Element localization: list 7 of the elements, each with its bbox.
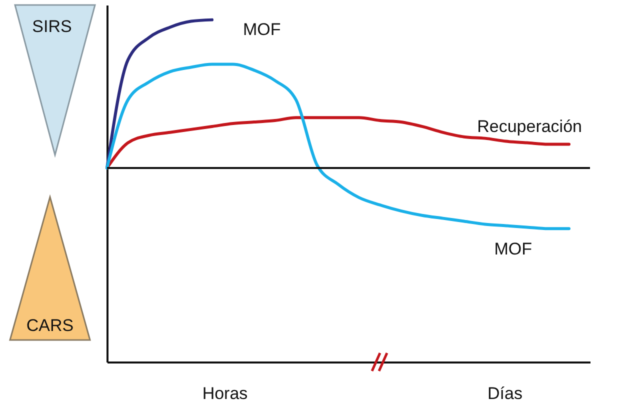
text: SIRS [32, 17, 72, 36]
text: Horas [202, 384, 248, 404]
text: CARS [26, 316, 74, 335]
series-label: Recuperación [477, 117, 582, 136]
text: Días [488, 384, 522, 404]
series-label: MOF [243, 20, 281, 39]
series-label: MOF [494, 240, 532, 259]
